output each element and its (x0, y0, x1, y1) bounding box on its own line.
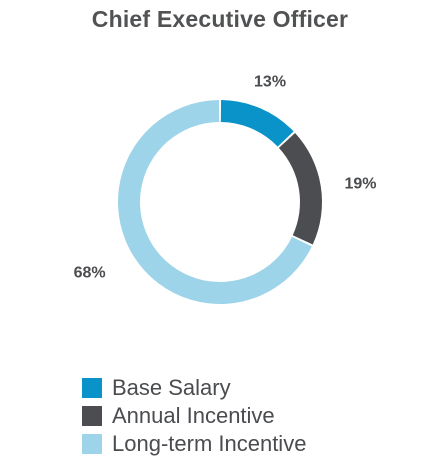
legend-item-long-term-incentive: Long-term Incentive (82, 430, 306, 458)
slice-labels: 13% 19% 68% (74, 73, 377, 281)
legend-swatch-long-term-incentive (82, 434, 102, 454)
legend-swatch-annual-incentive (82, 406, 102, 426)
legend-item-base-salary: Base Salary (82, 374, 306, 402)
chart-title: Chief Executive Officer (91, 6, 349, 32)
legend: Base Salary Annual Incentive Long-term I… (82, 374, 306, 458)
slice-label-long-term-incentive: 68% (74, 265, 106, 282)
legend-label-base-salary: Base Salary (112, 375, 231, 400)
slice-base-salary (220, 100, 294, 147)
slice-label-base-salary: 13% (254, 73, 286, 90)
donut-chart: 13% 19% 68% (74, 73, 377, 305)
legend-item-annual-incentive: Annual Incentive (82, 402, 306, 430)
legend-label-long-term-incentive: Long-term Incentive (112, 431, 307, 456)
slice-annual-incentive (278, 132, 323, 245)
legend-swatch-base-salary (82, 378, 102, 398)
legend-label-annual-incentive: Annual Incentive (112, 403, 275, 428)
donut-slices (118, 100, 323, 305)
slice-label-annual-incentive: 19% (344, 175, 376, 192)
